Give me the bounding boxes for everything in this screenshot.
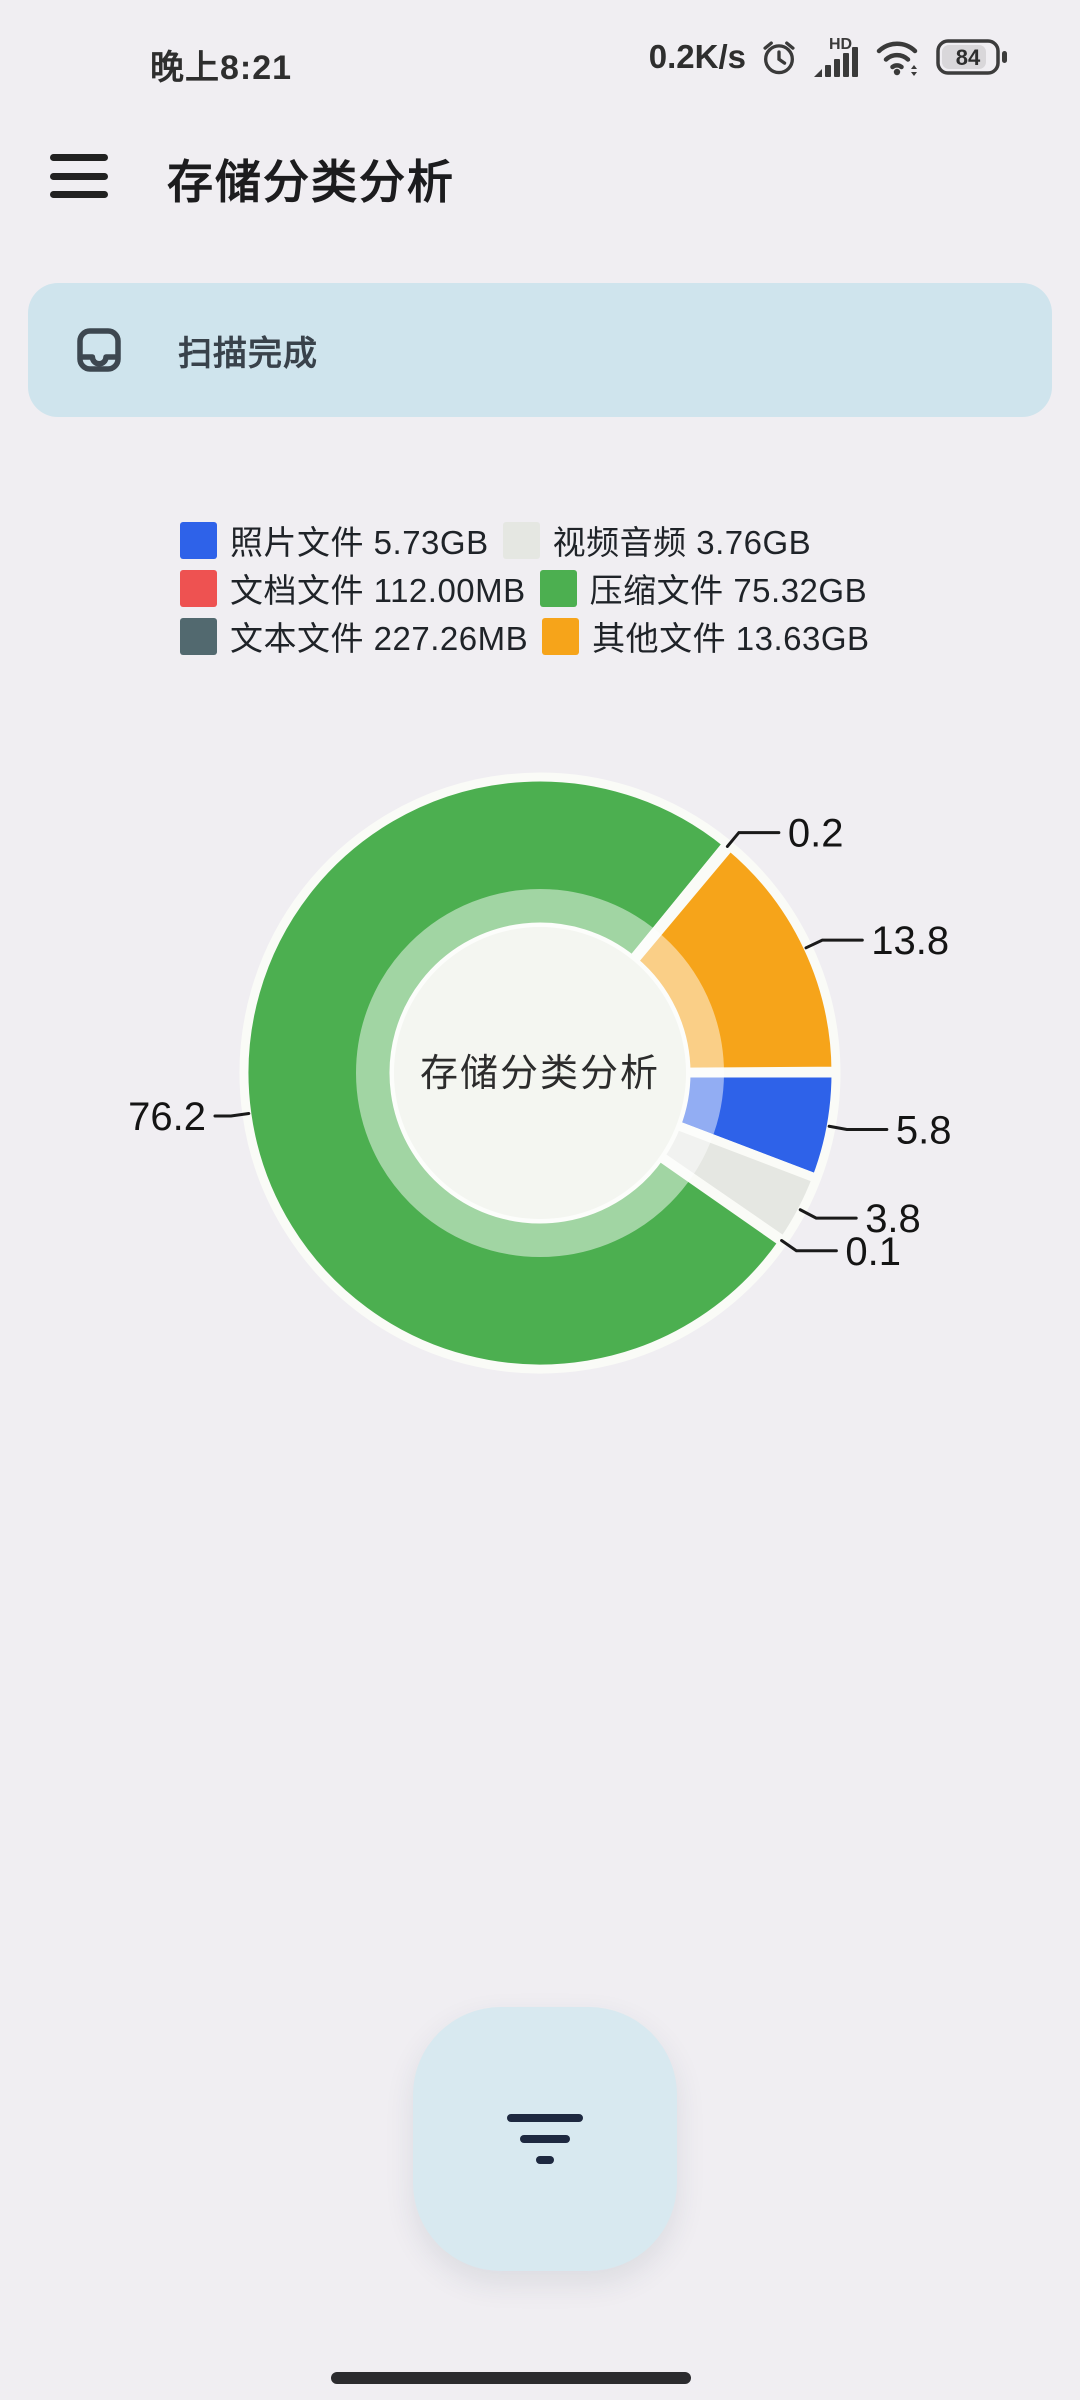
legend-swatch <box>542 617 580 655</box>
legend-label: 文本文件 227.26MB <box>230 620 529 657</box>
page-title: 存储分类分析 <box>167 156 455 208</box>
slice-percent-label: 3.8 <box>865 1197 921 1241</box>
label-leader-line <box>827 1124 889 1132</box>
donut-inner-rim <box>356 889 724 1257</box>
slice-percent-label: 5.8 <box>896 1109 952 1153</box>
legend-label: 视频音频 3.76GB <box>552 524 812 561</box>
legend-swatch <box>180 521 217 559</box>
legend-label: 照片文件 5.73GB <box>230 524 489 561</box>
status-icons-cluster: 0.2K/s HD 84 <box>649 34 1010 80</box>
status-time: 晚上8:21 <box>150 49 293 87</box>
legend-row: 文本文件 227.26MB 其他文件 13.63GB <box>180 612 940 660</box>
filter-icon <box>507 2114 583 2164</box>
alarm-clock-icon <box>763 41 795 75</box>
slice-percent-label: 0.1 <box>845 1230 901 1274</box>
battery-percent: 84 <box>956 45 981 70</box>
legend-label: 压缩文件 75.32GB <box>589 572 868 609</box>
scan-status-card: 扫描完成 <box>28 283 1052 417</box>
hamburger-menu-icon[interactable] <box>50 154 108 198</box>
legend-item-5[interactable]: 文本文件 227.26MB <box>180 612 528 660</box>
label-leader-line <box>780 1239 838 1253</box>
hd-label: HD <box>829 36 852 53</box>
home-gesture-bar[interactable] <box>331 2372 691 2384</box>
battery-icon: 84 <box>936 39 1007 75</box>
legend-item-2[interactable]: 视频音频 3.76GB <box>502 516 812 564</box>
legend-item-4[interactable]: 压缩文件 75.32GB <box>539 564 868 612</box>
donut-hole <box>394 927 686 1219</box>
scan-status-text: 扫描完成 <box>178 334 318 373</box>
label-leader-line <box>798 1208 858 1220</box>
chart-legend: 照片文件 5.73GB 视频音频 3.76GB 文档文件 112.00MB 压缩文件 … <box>180 516 940 660</box>
legend-item-6[interactable]: 其他文件 13.63GB <box>542 612 869 660</box>
legend-row: 文档文件 112.00MB 压缩文件 75.32GB <box>180 564 940 612</box>
legend-item-3[interactable]: 文档文件 112.00MB <box>180 564 526 612</box>
slice-percent-label: 0.2 <box>788 812 844 856</box>
legend-label: 文档文件 112.00MB <box>230 572 526 609</box>
legend-item-1[interactable]: 照片文件 5.73GB <box>180 516 489 564</box>
legend-swatch <box>180 569 217 607</box>
cell-signal-icon: HD <box>814 36 858 77</box>
slice-percent-label: 13.8 <box>871 919 949 963</box>
chart-center-label: 存储分类分析 <box>420 1053 660 1095</box>
label-leader-line <box>725 831 781 848</box>
legend-label: 其他文件 13.63GB <box>592 620 870 657</box>
label-leader-line <box>213 1112 251 1118</box>
legend-swatch <box>180 617 217 655</box>
slice-percent-label: 76.2 <box>128 1095 206 1139</box>
filter-fab-button[interactable] <box>413 2007 677 2271</box>
legend-swatch <box>502 521 540 559</box>
scan-complete-icon <box>77 328 121 372</box>
label-leader-line <box>804 938 864 950</box>
legend-swatch <box>539 569 577 607</box>
network-speed: 0.2K/s <box>648 38 746 75</box>
storage-donut-chart: 存储分类分析 5.8 3.8 0.1 76.2 0.2 13.8 <box>0 740 1080 1420</box>
legend-row: 照片文件 5.73GB 视频音频 3.76GB <box>180 516 940 564</box>
wifi-icon <box>876 41 918 76</box>
